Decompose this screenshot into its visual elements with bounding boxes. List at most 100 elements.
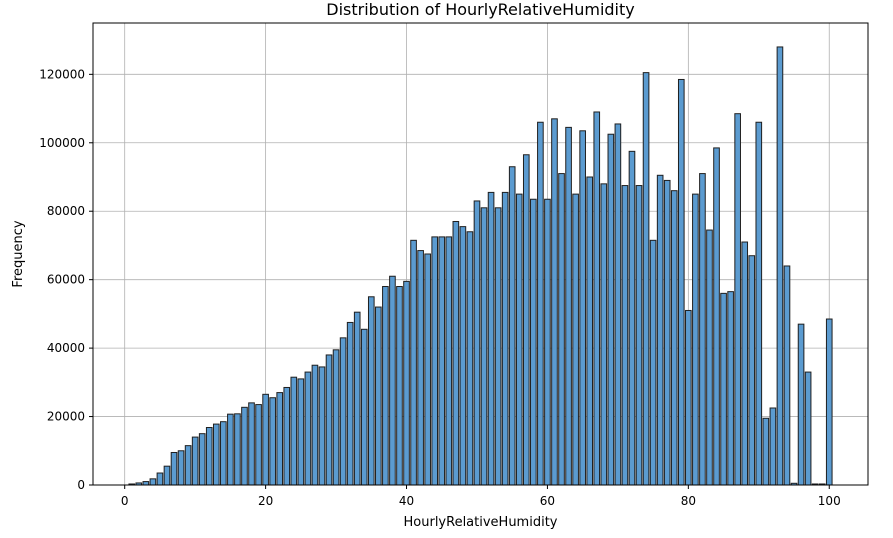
histogram-bar	[177, 450, 185, 486]
x-tick-label: 100	[818, 494, 841, 508]
histogram-bar	[734, 113, 741, 486]
histogram-bar	[227, 413, 234, 486]
histogram-bar	[191, 436, 199, 486]
histogram-bar	[621, 185, 629, 486]
histogram-bar	[424, 253, 431, 486]
histogram-bar	[297, 378, 305, 486]
y-tick-label: 40000	[47, 341, 85, 355]
y-axis-label: Frequency	[11, 220, 26, 287]
y-tick-label: 120000	[39, 67, 85, 81]
histogram-bar	[572, 193, 579, 486]
histogram-bar	[600, 183, 608, 486]
histogram-bar	[283, 386, 291, 486]
histogram-bar	[649, 239, 657, 486]
histogram-bar	[318, 366, 326, 486]
histogram-bar	[304, 371, 312, 486]
histogram-bar	[255, 404, 262, 486]
histogram-bar	[677, 78, 685, 486]
histogram-bar	[537, 121, 544, 486]
histogram-bar	[375, 306, 382, 486]
histogram-bar	[741, 241, 749, 486]
histogram-bar	[184, 445, 192, 486]
histogram-bar	[501, 191, 509, 486]
histogram-bar	[149, 478, 157, 486]
histogram-bar	[480, 207, 488, 486]
histogram-bar	[339, 337, 347, 486]
histogram-bar	[685, 309, 692, 486]
histogram-bar	[163, 465, 171, 486]
x-tick-label: 20	[258, 494, 273, 508]
histogram-bar	[558, 173, 565, 486]
histogram-bar	[614, 123, 622, 486]
x-tick-label: 60	[540, 494, 555, 508]
histogram-bar	[311, 364, 319, 486]
histogram-bar	[544, 198, 551, 486]
histogram-bar	[142, 481, 150, 486]
histogram-bar	[762, 417, 770, 486]
histogram-bar	[269, 397, 276, 486]
histogram-bar	[360, 328, 368, 486]
histogram-bar	[452, 220, 460, 486]
histogram-bar	[776, 46, 784, 486]
histogram-bar	[290, 376, 298, 486]
histogram-bar	[530, 198, 537, 486]
histogram-bar	[445, 236, 453, 486]
histogram-bar	[748, 255, 756, 486]
x-tick-label: 0	[121, 494, 129, 508]
histogram-bar	[389, 275, 396, 486]
y-tick-label: 100000	[39, 136, 85, 150]
histogram-bar	[212, 423, 220, 486]
histogram-bar	[466, 231, 474, 486]
y-tick-label: 20000	[47, 410, 85, 424]
histogram-bar	[755, 121, 763, 486]
histogram-bar	[551, 118, 558, 486]
histogram-bar	[438, 236, 446, 486]
histogram-bar	[367, 296, 375, 486]
y-tick-label: 60000	[47, 273, 85, 287]
histogram-bar	[713, 147, 720, 486]
y-tick-label: 80000	[47, 204, 85, 218]
histogram-bar	[170, 451, 178, 486]
histogram-bar	[670, 190, 678, 486]
histogram-bar	[593, 111, 601, 486]
histogram-bar	[487, 191, 495, 486]
histogram-bar	[417, 250, 424, 486]
histogram-bar	[382, 286, 389, 486]
histogram-bar	[692, 193, 699, 486]
histogram-bar	[403, 280, 410, 486]
histogram-bar	[396, 286, 403, 486]
histogram-bar	[241, 406, 248, 486]
histogram-bar	[706, 229, 713, 486]
histogram-bar	[720, 292, 727, 486]
histogram-bar	[699, 173, 706, 486]
histogram-bar	[656, 174, 664, 486]
plot-frame	[92, 22, 869, 486]
y-axis-ticks: 0 20000 40000 60000 80000 100000 120000	[39, 67, 93, 492]
histogram-bar	[205, 427, 213, 486]
histogram-bar	[797, 323, 805, 486]
histogram-bar	[325, 354, 333, 486]
histogram-bar	[494, 207, 502, 486]
y-tick-label: 0	[77, 478, 85, 492]
histogram-bar	[459, 226, 467, 486]
histogram-bar	[522, 154, 530, 486]
histogram-bar	[431, 236, 439, 486]
histogram-bar	[198, 433, 206, 486]
histogram-bar	[769, 407, 777, 486]
histogram-bar	[156, 472, 164, 486]
x-axis-label: HourlyRelativeHumidity	[404, 515, 558, 530]
x-axis-ticks: 0 20 40 60 80 100	[121, 485, 841, 508]
histogram-bar	[607, 133, 615, 486]
histogram-bar	[332, 349, 340, 486]
histogram-bar	[515, 193, 523, 486]
histogram-bar	[508, 166, 516, 486]
x-tick-label: 40	[399, 494, 414, 508]
histogram-bar	[642, 72, 650, 486]
histogram-bar	[586, 176, 594, 486]
histogram-bar	[276, 392, 284, 486]
histogram-bar	[262, 393, 269, 486]
chart-title: Distribution of HourlyRelativeHumidity	[326, 0, 634, 19]
histogram-bar	[783, 265, 791, 486]
histogram-bar	[248, 402, 255, 486]
